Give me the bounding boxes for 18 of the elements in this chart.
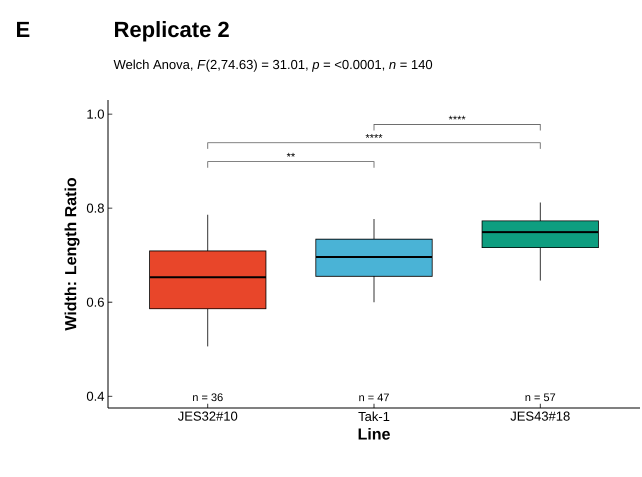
y-tick-label: 0.4	[86, 392, 104, 401]
x-axis-title: Line	[358, 428, 390, 440]
x-tick-label: JES43#18	[510, 412, 570, 421]
chart-subtitle: Welch Anova, F(2,74.63) = 31.01, p = <0.0001, n = 140	[114, 60, 432, 72]
y-tick-label: 0.8	[86, 204, 104, 213]
y-axis-title: Width: Length Ratio	[64, 178, 80, 331]
annotation: n = 57	[526, 393, 556, 402]
annotation: ****	[448, 116, 466, 120]
chart-title: Replicate 2	[115, 21, 229, 42]
text: E	[17, 22, 30, 37]
annotation: n = 47	[359, 394, 389, 402]
y-tick-label: 0.6	[86, 298, 104, 307]
x-tick-label: Tak-1	[358, 412, 390, 422]
x-tick-label: JES32#10	[178, 412, 238, 421]
annotation: ****	[366, 134, 382, 138]
annotation: n = 36	[193, 393, 223, 402]
annotation: **	[286, 152, 295, 157]
y-tick-label: 1.0	[87, 110, 104, 119]
